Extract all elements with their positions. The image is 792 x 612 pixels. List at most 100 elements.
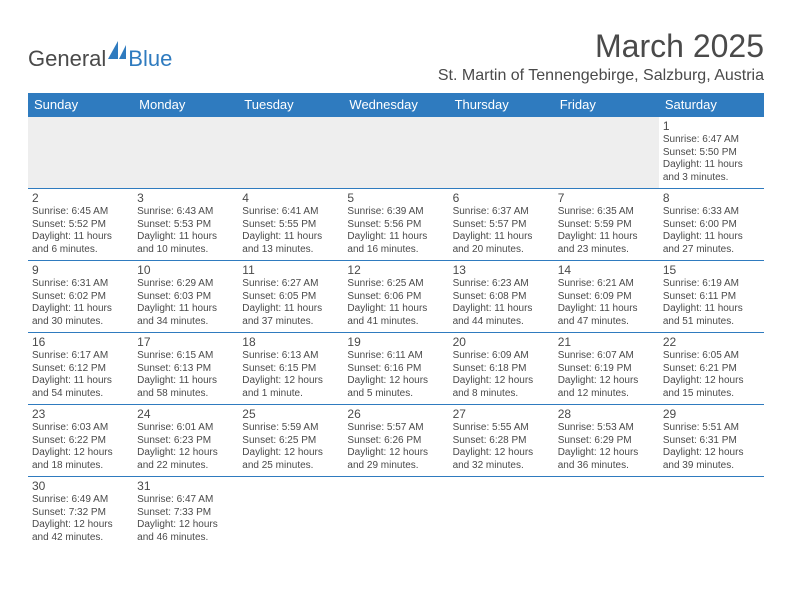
day-info-line: Daylight: 11 hours — [558, 231, 655, 244]
month-title: March 2025 — [438, 28, 764, 65]
day-info-line: Sunset: 6:18 PM — [453, 363, 550, 376]
calendar-week-row: 23Sunrise: 6:03 AMSunset: 6:22 PMDayligh… — [28, 405, 764, 477]
day-info-line: Sunrise: 6:13 AM — [242, 350, 339, 363]
day-info-line: Daylight: 12 hours — [242, 375, 339, 388]
calendar-day-cell: 30Sunrise: 6:49 AMSunset: 7:32 PMDayligh… — [28, 477, 133, 549]
day-number: 5 — [347, 191, 444, 205]
calendar-day-cell: 18Sunrise: 6:13 AMSunset: 6:15 PMDayligh… — [238, 333, 343, 405]
calendar-day-cell — [343, 117, 448, 189]
calendar-day-cell: 13Sunrise: 6:23 AMSunset: 6:08 PMDayligh… — [449, 261, 554, 333]
day-info-line: Sunset: 6:23 PM — [137, 435, 234, 448]
day-info-line: and 36 minutes. — [558, 460, 655, 473]
day-info-line: Daylight: 11 hours — [32, 303, 129, 316]
calendar-day-cell: 12Sunrise: 6:25 AMSunset: 6:06 PMDayligh… — [343, 261, 448, 333]
day-info-line: and 25 minutes. — [242, 460, 339, 473]
day-info-line: Daylight: 12 hours — [453, 447, 550, 460]
day-number: 17 — [137, 335, 234, 349]
day-info-line: and 51 minutes. — [663, 316, 760, 329]
day-info-line: and 58 minutes. — [137, 388, 234, 401]
day-info-line: Sunset: 6:25 PM — [242, 435, 339, 448]
day-info-line: Sunrise: 6:47 AM — [137, 494, 234, 507]
day-info-line: Sunset: 6:00 PM — [663, 219, 760, 232]
calendar-day-cell — [449, 477, 554, 549]
day-info-line: and 27 minutes. — [663, 244, 760, 257]
calendar-day-cell: 24Sunrise: 6:01 AMSunset: 6:23 PMDayligh… — [133, 405, 238, 477]
day-number: 15 — [663, 263, 760, 277]
calendar-day-cell: 8Sunrise: 6:33 AMSunset: 6:00 PMDaylight… — [659, 189, 764, 261]
day-number: 27 — [453, 407, 550, 421]
day-info-line: Sunset: 6:28 PM — [453, 435, 550, 448]
day-info-line: and 1 minute. — [242, 388, 339, 401]
day-info-line: and 46 minutes. — [137, 532, 234, 545]
day-info-line: Sunrise: 5:55 AM — [453, 422, 550, 435]
day-info-line: Sunset: 6:05 PM — [242, 291, 339, 304]
day-info-line: Sunrise: 6:37 AM — [453, 206, 550, 219]
day-info-line: Sunset: 6:02 PM — [32, 291, 129, 304]
logo-text-1: General — [28, 46, 106, 72]
day-number: 8 — [663, 191, 760, 205]
calendar-day-cell: 26Sunrise: 5:57 AMSunset: 6:26 PMDayligh… — [343, 405, 448, 477]
calendar-day-cell: 7Sunrise: 6:35 AMSunset: 5:59 PMDaylight… — [554, 189, 659, 261]
day-info-line: Sunset: 6:21 PM — [663, 363, 760, 376]
day-info-line: Daylight: 11 hours — [663, 303, 760, 316]
calendar-day-cell — [449, 117, 554, 189]
day-info-line: and 16 minutes. — [347, 244, 444, 257]
day-number: 28 — [558, 407, 655, 421]
day-number: 2 — [32, 191, 129, 205]
calendar-day-cell: 29Sunrise: 5:51 AMSunset: 6:31 PMDayligh… — [659, 405, 764, 477]
day-number: 14 — [558, 263, 655, 277]
day-info-line: Daylight: 11 hours — [663, 231, 760, 244]
day-info-line: Daylight: 12 hours — [137, 519, 234, 532]
calendar-header-row: SundayMondayTuesdayWednesdayThursdayFrid… — [28, 93, 764, 117]
logo-sail-icon — [108, 41, 128, 64]
day-info-line: Sunrise: 6:03 AM — [32, 422, 129, 435]
day-number: 16 — [32, 335, 129, 349]
day-number: 10 — [137, 263, 234, 277]
day-number: 9 — [32, 263, 129, 277]
day-info-line: Sunset: 6:12 PM — [32, 363, 129, 376]
calendar-header-cell: Sunday — [28, 93, 133, 117]
day-info-line: and 22 minutes. — [137, 460, 234, 473]
day-info-line: Sunset: 5:55 PM — [242, 219, 339, 232]
calendar-day-cell: 23Sunrise: 6:03 AMSunset: 6:22 PMDayligh… — [28, 405, 133, 477]
calendar-day-cell: 21Sunrise: 6:07 AMSunset: 6:19 PMDayligh… — [554, 333, 659, 405]
calendar-day-cell — [343, 477, 448, 549]
day-info-line: and 32 minutes. — [453, 460, 550, 473]
day-info-line: Sunset: 6:08 PM — [453, 291, 550, 304]
day-info-line: Sunrise: 6:07 AM — [558, 350, 655, 363]
day-info-line: Daylight: 12 hours — [558, 375, 655, 388]
day-info-line: Sunset: 6:31 PM — [663, 435, 760, 448]
calendar-header-cell: Wednesday — [343, 93, 448, 117]
day-info-line: Sunset: 5:53 PM — [137, 219, 234, 232]
day-info-line: Daylight: 12 hours — [453, 375, 550, 388]
day-info-line: and 15 minutes. — [663, 388, 760, 401]
day-number: 22 — [663, 335, 760, 349]
day-info-line: Daylight: 12 hours — [347, 447, 444, 460]
day-info-line: Sunrise: 5:53 AM — [558, 422, 655, 435]
day-info-line: Daylight: 11 hours — [32, 375, 129, 388]
day-number: 1 — [663, 119, 760, 133]
day-number: 29 — [663, 407, 760, 421]
calendar-day-cell: 10Sunrise: 6:29 AMSunset: 6:03 PMDayligh… — [133, 261, 238, 333]
day-info-line: Sunset: 6:29 PM — [558, 435, 655, 448]
day-info-line: Sunset: 6:13 PM — [137, 363, 234, 376]
day-info-line: and 34 minutes. — [137, 316, 234, 329]
day-info-line: Sunrise: 6:39 AM — [347, 206, 444, 219]
day-info-line: Daylight: 11 hours — [347, 231, 444, 244]
day-info-line: Sunrise: 6:19 AM — [663, 278, 760, 291]
day-info-line: Daylight: 11 hours — [242, 303, 339, 316]
day-info-line: and 3 minutes. — [663, 172, 760, 185]
calendar-week-row: 16Sunrise: 6:17 AMSunset: 6:12 PMDayligh… — [28, 333, 764, 405]
day-info-line: Sunset: 6:16 PM — [347, 363, 444, 376]
day-info-line: Daylight: 11 hours — [137, 303, 234, 316]
day-info-line: Daylight: 12 hours — [242, 447, 339, 460]
day-info-line: Daylight: 11 hours — [453, 303, 550, 316]
calendar-week-row: 2Sunrise: 6:45 AMSunset: 5:52 PMDaylight… — [28, 189, 764, 261]
logo: General Blue — [28, 46, 172, 72]
day-info-line: Sunrise: 6:15 AM — [137, 350, 234, 363]
calendar-day-cell: 16Sunrise: 6:17 AMSunset: 6:12 PMDayligh… — [28, 333, 133, 405]
day-info-line: Sunset: 7:32 PM — [32, 507, 129, 520]
calendar-header-cell: Tuesday — [238, 93, 343, 117]
location: St. Martin of Tennengebirge, Salzburg, A… — [438, 67, 764, 85]
calendar-day-cell — [554, 477, 659, 549]
